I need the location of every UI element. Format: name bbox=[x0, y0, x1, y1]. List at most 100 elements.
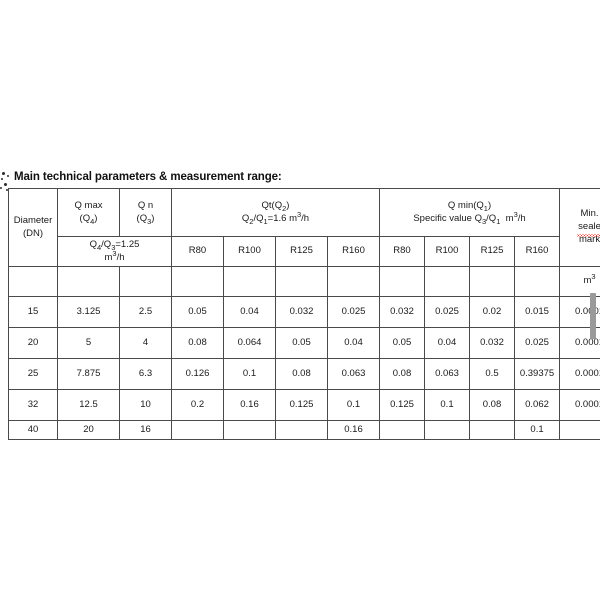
header-qmin-group: Q min(Q1) Specific value Q3/Q1 m3/h bbox=[378, 188, 561, 237]
header-q-n: Q n (Q3) bbox=[119, 188, 172, 237]
cell-qmin-r80: 0.08 bbox=[379, 358, 425, 390]
cell-qn: 2.5 bbox=[119, 296, 172, 328]
header-qt-r100: R100 bbox=[223, 236, 276, 267]
table-body: 15 3.125 2.5 0.05 0.04 0.032 0.025 0.032… bbox=[8, 296, 600, 440]
header-qt-r125: R125 bbox=[275, 236, 328, 267]
cell-qt-r160: 0.04 bbox=[327, 327, 380, 359]
cell-qt-r125: 0.032 bbox=[275, 296, 328, 328]
cell-qmin-r160: 0.39375 bbox=[513, 358, 561, 390]
cell-qt-r160: 0.063 bbox=[327, 358, 380, 390]
header-row-units: m3 m3 bbox=[8, 266, 600, 297]
cell-qmax: 7.875 bbox=[57, 358, 120, 390]
cell-qt-r160: 0.025 bbox=[327, 296, 380, 328]
unit-qn bbox=[119, 266, 172, 297]
cell-qmax: 5 bbox=[57, 327, 120, 359]
cell-qmin-r100: 0.04 bbox=[424, 327, 470, 359]
cell-qt-r100: 0.064 bbox=[223, 327, 276, 359]
cell-qmax: 12.5 bbox=[57, 389, 120, 421]
cell-min-scale: 0.0001 bbox=[559, 358, 600, 390]
cell-qmin-r125 bbox=[469, 420, 515, 440]
cell-qt-r100: 0.16 bbox=[223, 389, 276, 421]
cell-qt-r125 bbox=[275, 420, 328, 440]
cell-qn: 6.3 bbox=[119, 358, 172, 390]
header-qt-r80: R80 bbox=[171, 236, 224, 267]
cell-min-scale bbox=[559, 420, 600, 440]
header-qmin-r125: R125 bbox=[469, 236, 515, 267]
cell-qt-r125: 0.05 bbox=[275, 327, 328, 359]
unit-qmin-r100 bbox=[424, 266, 470, 297]
cell-qt-r80: 0.05 bbox=[171, 296, 224, 328]
cell-qn: 10 bbox=[119, 389, 172, 421]
unit-qmin-r80 bbox=[379, 266, 425, 297]
cell-dn: 25 bbox=[8, 358, 58, 390]
header-qt-group: Qt(Q2) Q2/Q1=1.6 m3/h bbox=[171, 188, 380, 237]
cell-qt-r80: 0.126 bbox=[171, 358, 224, 390]
unit-qt-r80 bbox=[171, 266, 224, 297]
cell-dn: 40 bbox=[8, 420, 58, 440]
unit-min-scale: m3 bbox=[559, 266, 600, 297]
cell-qt-r80: 0.2 bbox=[171, 389, 224, 421]
cell-qt-r160: 0.16 bbox=[327, 420, 380, 440]
header-row-secondary: Q4/Q3=1.25 m3/h R80 R100 R125 R160 R80 R… bbox=[9, 236, 600, 267]
page-title: Main technical parameters & measurement … bbox=[14, 171, 282, 183]
unit-qt-r125 bbox=[275, 266, 328, 297]
cell-qmin-r160: 0.015 bbox=[513, 296, 561, 328]
cell-qn: 16 bbox=[119, 420, 172, 440]
cell-qmin-r125: 0.02 bbox=[469, 296, 515, 328]
cell-qmax: 3.125 bbox=[57, 296, 120, 328]
cell-qmin-r100 bbox=[424, 420, 470, 440]
cell-qmin-r160: 0.062 bbox=[513, 389, 561, 421]
table-header: Diameter (DN) Q max (Q4) Q n (Q3) Qt(Q2)… bbox=[8, 188, 600, 297]
cell-min-scale: 0.0001 bbox=[559, 389, 600, 421]
cell-dn: 15 bbox=[8, 296, 58, 328]
cell-dn: 32 bbox=[8, 389, 58, 421]
header-qt-r160: R160 bbox=[327, 236, 380, 267]
cell-qmin-r160: 0.1 bbox=[513, 420, 561, 440]
technical-parameters-table: Diameter (DN) Q max (Q4) Q n (Q3) Qt(Q2)… bbox=[8, 188, 600, 440]
header-row-primary: Diameter (DN) Q max (Q4) Q n (Q3) Qt(Q2)… bbox=[8, 188, 600, 267]
cell-qt-r125: 0.125 bbox=[275, 389, 328, 421]
header-qmin-r160: R160 bbox=[513, 236, 561, 267]
cell-qt-r80 bbox=[171, 420, 224, 440]
cell-qmin-r125: 0.5 bbox=[469, 358, 515, 390]
unit-diameter bbox=[8, 266, 58, 297]
unit-qmin-r160 bbox=[513, 266, 561, 297]
cell-qn: 4 bbox=[119, 327, 172, 359]
cell-qt-r100: 0.04 bbox=[223, 296, 276, 328]
cell-qmin-r80: 0.125 bbox=[379, 389, 425, 421]
cell-qmin-r160: 0.025 bbox=[513, 327, 561, 359]
scrollbar-thumb[interactable] bbox=[590, 293, 596, 339]
cell-qt-r100: 0.1 bbox=[223, 358, 276, 390]
cell-qmin-r80 bbox=[379, 420, 425, 440]
header-qmin-r80: R80 bbox=[379, 236, 425, 267]
cell-qmin-r125: 0.032 bbox=[469, 327, 515, 359]
spec-table-container: Diameter (DN) Q max (Q4) Q n (Q3) Qt(Q2)… bbox=[8, 188, 600, 440]
cell-qmin-r100: 0.025 bbox=[424, 296, 470, 328]
table-row: 20 5 4 0.08 0.064 0.05 0.04 0.05 0.04 0.… bbox=[8, 327, 600, 359]
header-qmin-r100: R100 bbox=[424, 236, 470, 267]
header-ratio-qmax-qn: Q4/Q3=1.25 m3/h bbox=[57, 236, 172, 267]
cell-qmin-r80: 0.032 bbox=[379, 296, 425, 328]
cell-qt-r100 bbox=[223, 420, 276, 440]
unit-qt-r160 bbox=[327, 266, 380, 297]
cell-qmin-r125: 0.08 bbox=[469, 389, 515, 421]
cell-qt-r80: 0.08 bbox=[171, 327, 224, 359]
cell-qmin-r80: 0.05 bbox=[379, 327, 425, 359]
misspelled-word: seale bbox=[577, 221, 600, 237]
table-row: 40 20 16 0.16 0.1 bbox=[8, 420, 600, 440]
unit-qt-r100 bbox=[223, 266, 276, 297]
cell-dn: 20 bbox=[8, 327, 58, 359]
cell-qmin-r100: 0.1 bbox=[424, 389, 470, 421]
unit-qmax bbox=[57, 266, 120, 297]
header-q-max: Q max (Q4) bbox=[57, 188, 120, 237]
table-row: 15 3.125 2.5 0.05 0.04 0.032 0.025 0.032… bbox=[8, 296, 600, 328]
cell-qmax: 20 bbox=[57, 420, 120, 440]
cell-qmin-r100: 0.063 bbox=[424, 358, 470, 390]
header-diameter: Diameter (DN) bbox=[8, 188, 58, 267]
unit-qmin-r125 bbox=[469, 266, 515, 297]
cell-qt-r160: 0.1 bbox=[327, 389, 380, 421]
header-min-scale-mark: Min. seale mark bbox=[559, 188, 600, 267]
table-row: 25 7.875 6.3 0.126 0.1 0.08 0.063 0.08 0… bbox=[8, 358, 600, 390]
table-row: 32 12.5 10 0.2 0.16 0.125 0.1 0.125 0.1 … bbox=[8, 389, 600, 421]
